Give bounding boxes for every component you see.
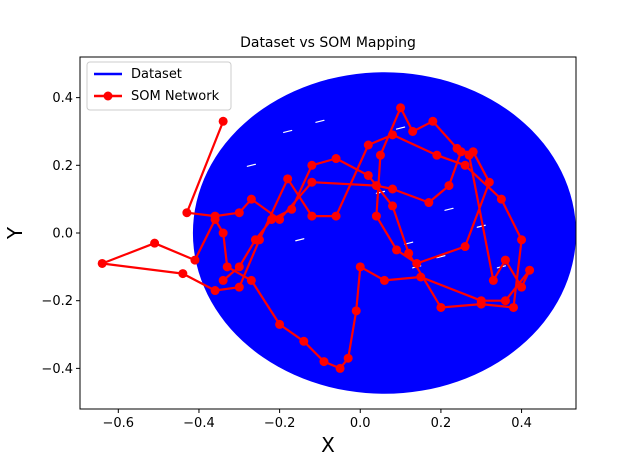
som-node <box>234 282 244 292</box>
legend-som-marker <box>103 91 113 101</box>
dataset-gap <box>476 224 486 228</box>
x-tick-label: −0.2 <box>264 416 296 431</box>
dataset-gap <box>295 238 305 242</box>
x-tick-label: 0.4 <box>511 416 532 431</box>
som-node <box>396 103 406 113</box>
x-tick-label: −0.4 <box>183 416 215 431</box>
som-node <box>363 170 373 180</box>
som-node <box>416 272 426 282</box>
som-node <box>97 258 107 268</box>
som-node <box>508 302 518 312</box>
som-node <box>476 299 486 309</box>
som-node <box>496 194 506 204</box>
som-node <box>218 228 228 238</box>
dataset-gap <box>315 119 325 123</box>
som-node <box>182 208 192 218</box>
som-node <box>432 150 442 160</box>
som-node <box>388 201 398 211</box>
legend-dataset-label: Dataset <box>131 67 182 82</box>
dataset-gap <box>444 207 454 211</box>
som-node <box>379 275 389 285</box>
som-node <box>388 130 398 140</box>
som-node <box>275 319 285 329</box>
dataset-gap <box>283 129 293 134</box>
som-node <box>307 177 317 187</box>
som-node <box>178 269 188 279</box>
som-node <box>388 184 398 194</box>
som-node <box>488 275 498 285</box>
som-node <box>363 140 373 150</box>
som-node <box>375 150 385 160</box>
som-node <box>210 214 220 224</box>
y-tick-label: 0.4 <box>52 91 73 106</box>
som-node <box>210 286 220 296</box>
dataset-gap <box>436 255 446 259</box>
y-tick-label: −0.4 <box>41 362 73 377</box>
som-node <box>218 116 228 126</box>
dataset-disc <box>192 72 576 394</box>
som-node <box>190 255 200 265</box>
som-node <box>484 177 494 187</box>
som-node <box>408 126 418 136</box>
som-node <box>283 174 293 184</box>
legend: Dataset SOM Network <box>86 61 232 111</box>
x-tick-label: −0.6 <box>103 416 135 431</box>
som-node <box>500 255 510 265</box>
x-tick-label: 0.0 <box>350 416 371 431</box>
x-tick-label: 0.2 <box>431 416 452 431</box>
som-node <box>299 336 309 346</box>
som-node <box>436 302 446 312</box>
som-node <box>218 275 228 285</box>
legend-som-label: SOM Network <box>131 89 220 104</box>
som-node <box>319 357 329 367</box>
y-tick-label: −0.2 <box>41 294 73 309</box>
som-node <box>452 143 462 153</box>
som-node <box>392 245 402 255</box>
som-network-series <box>97 103 535 373</box>
som-node <box>444 181 454 191</box>
som-node <box>234 208 244 218</box>
dataset-gap <box>246 163 256 167</box>
som-node <box>460 242 470 252</box>
som-node <box>371 181 381 191</box>
chart-title: Dataset vs SOM Mapping <box>240 35 416 51</box>
som-node <box>343 353 353 363</box>
x-axis-label: X <box>321 433 335 457</box>
som-node <box>424 198 434 208</box>
som-node <box>331 211 341 221</box>
som-node <box>500 296 510 306</box>
legend-box <box>86 61 232 111</box>
som-node <box>287 204 297 214</box>
som-node <box>412 258 422 268</box>
som-node <box>428 116 438 126</box>
som-node <box>267 214 277 224</box>
som-node <box>371 211 381 221</box>
som-node <box>464 150 474 160</box>
y-axis-label: Y <box>3 226 27 240</box>
som-node <box>307 160 317 170</box>
som-node <box>331 154 341 164</box>
som-node <box>525 265 535 275</box>
som-node <box>460 160 470 170</box>
som-node <box>351 306 361 316</box>
som-node <box>404 248 414 258</box>
som-node <box>275 214 285 224</box>
som-node <box>222 262 232 272</box>
y-tick-label: 0.0 <box>52 227 73 242</box>
som-node <box>234 262 244 272</box>
som-node <box>355 262 365 272</box>
som-node <box>150 238 160 248</box>
som-node <box>517 282 527 292</box>
y-tick-label: 0.2 <box>52 159 73 174</box>
som-node <box>517 235 527 245</box>
som-node <box>246 275 256 285</box>
y-axis: −0.4 −0.2 0.0 0.2 0.4 <box>41 91 80 377</box>
som-node <box>335 363 345 373</box>
x-axis: −0.6 −0.4 −0.2 0.0 0.2 0.4 <box>103 409 532 431</box>
som-node <box>250 235 260 245</box>
som-node <box>307 211 317 221</box>
dataset-gap <box>395 126 406 130</box>
som-node <box>246 194 256 204</box>
